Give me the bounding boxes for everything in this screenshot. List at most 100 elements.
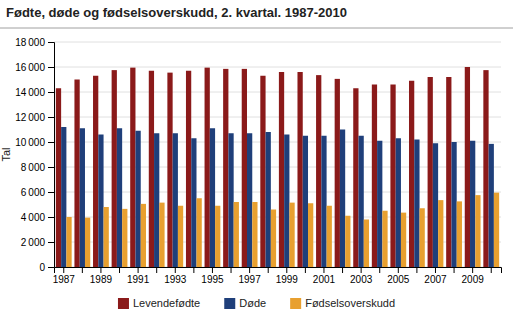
- bar: [234, 202, 239, 267]
- bar: [196, 198, 201, 267]
- bar: [303, 136, 308, 267]
- tick-mark: [48, 267, 54, 268]
- bars: [56, 67, 499, 267]
- tick-label: 8 000: [21, 162, 46, 173]
- tick: [454, 267, 455, 273]
- tick: 1993: [164, 267, 187, 285]
- tick-label: 2007: [424, 274, 447, 285]
- bar: [122, 209, 127, 267]
- tick: 2009: [462, 267, 485, 285]
- axis-line: [48, 43, 55, 268]
- tick: 16 000: [15, 62, 54, 73]
- tick: [342, 267, 343, 273]
- chart-container: Fødte, døde og fødselsoverskudd, 2. kvar…: [0, 0, 513, 325]
- legend-label: Fødselsoverskudd: [305, 297, 395, 309]
- bar: [428, 77, 433, 267]
- tick: 1995: [201, 267, 224, 285]
- bar: [159, 203, 164, 267]
- bar: [104, 207, 109, 267]
- tick-mark: [48, 192, 54, 193]
- grid-line: [54, 117, 501, 118]
- tick-mark: [416, 267, 417, 273]
- tick-mark: [119, 267, 120, 273]
- x-axis: 1987198919911993199519971999200120032005…: [53, 267, 502, 285]
- grid-line: [54, 67, 501, 68]
- tick-mark: [48, 167, 54, 168]
- legend-swatch: [224, 298, 235, 309]
- tick-mark: [138, 267, 139, 273]
- tick-mark: [323, 267, 324, 273]
- legend: Levendefødte Døde Fødselsoverskudd: [118, 297, 395, 309]
- y-axis-label: Tal: [0, 147, 12, 161]
- tick-label: 0: [39, 262, 45, 273]
- tick-label: 2003: [350, 274, 373, 285]
- tick: 2005: [387, 267, 410, 285]
- bar: [154, 133, 159, 267]
- bar: [141, 204, 146, 267]
- tick-mark: [175, 267, 176, 273]
- bar: [271, 210, 276, 268]
- tick-mark: [48, 142, 54, 143]
- bar: [438, 200, 443, 267]
- grid-line: [54, 42, 501, 43]
- tick-mark: [342, 267, 343, 273]
- bar: [340, 130, 345, 268]
- legend-label: Døde: [239, 297, 266, 309]
- bar: [135, 131, 140, 267]
- bar: [178, 206, 183, 267]
- tick-mark: [100, 267, 101, 273]
- bar: [112, 70, 117, 267]
- legend-label: Levendefødte: [133, 297, 200, 309]
- tick: 1999: [276, 267, 299, 285]
- tick: [156, 267, 157, 273]
- bar: [364, 220, 369, 268]
- tick: 8 000: [21, 162, 54, 173]
- axis-line: [55, 268, 502, 274]
- bar: [149, 71, 154, 267]
- tick-mark: [48, 117, 54, 118]
- tick-label: 10 000: [15, 137, 45, 148]
- bar: [446, 77, 451, 267]
- bar: [475, 195, 480, 267]
- tick-label: 1995: [201, 274, 224, 285]
- bar: [85, 218, 90, 267]
- bar: [173, 133, 178, 267]
- tick-label: 1993: [164, 274, 187, 285]
- bar: [409, 81, 414, 267]
- tick-mark: [193, 267, 194, 273]
- bar: [186, 71, 191, 267]
- tick: [491, 267, 492, 273]
- tick: 4 000: [21, 212, 54, 223]
- bar: [377, 141, 382, 267]
- tick-mark: [48, 92, 54, 93]
- tick-mark: [472, 267, 473, 273]
- tick: 1987: [53, 267, 76, 285]
- tick: 1991: [127, 267, 150, 285]
- tick-label: 1989: [90, 274, 113, 285]
- bar: [210, 128, 215, 267]
- tick: [268, 267, 269, 273]
- bar: [93, 76, 98, 267]
- legend-swatch: [118, 298, 129, 309]
- tick-mark: [48, 67, 54, 68]
- tick-label: 12 000: [15, 112, 45, 123]
- bar: [353, 88, 358, 267]
- bar: [130, 68, 135, 267]
- grid-line: [54, 92, 501, 93]
- legend-swatch: [290, 298, 301, 309]
- tick-mark: [249, 267, 250, 273]
- bar: [414, 140, 419, 268]
- tick: [82, 267, 83, 273]
- tick-mark: [212, 267, 213, 273]
- bar: [223, 69, 228, 267]
- bar: [345, 216, 350, 267]
- tick-mark: [63, 267, 64, 273]
- tick-mark: [398, 267, 399, 273]
- bar: [66, 217, 71, 267]
- tick-label: 2005: [387, 274, 410, 285]
- bar: [56, 88, 61, 267]
- tick: [119, 267, 120, 273]
- bar: [401, 213, 406, 267]
- bar: [396, 138, 401, 267]
- grid: [54, 42, 501, 267]
